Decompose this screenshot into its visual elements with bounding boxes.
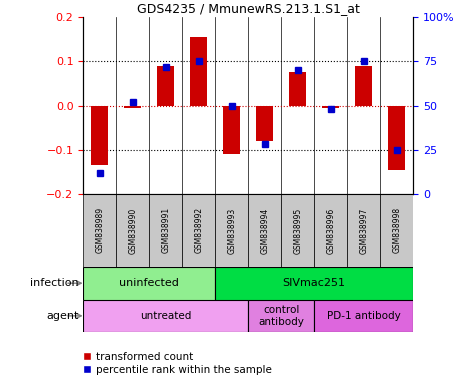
Bar — [182, 194, 215, 267]
Text: GSM838992: GSM838992 — [194, 207, 203, 253]
Bar — [91, 106, 108, 165]
Text: GSM838990: GSM838990 — [128, 207, 137, 253]
Title: GDS4235 / MmunewRS.213.1.S1_at: GDS4235 / MmunewRS.213.1.S1_at — [137, 2, 360, 15]
Text: agent: agent — [46, 311, 78, 321]
Bar — [149, 194, 182, 267]
Text: SIVmac251: SIVmac251 — [283, 278, 346, 288]
Legend: transformed count, percentile rank within the sample: transformed count, percentile rank withi… — [79, 348, 276, 379]
Text: GSM838996: GSM838996 — [326, 207, 335, 253]
Bar — [314, 194, 347, 267]
Bar — [223, 106, 240, 154]
Text: infection: infection — [30, 278, 78, 288]
Bar — [281, 194, 314, 267]
Bar — [248, 194, 281, 267]
Text: untreated: untreated — [140, 311, 191, 321]
Bar — [389, 106, 405, 170]
Text: GSM838991: GSM838991 — [161, 207, 170, 253]
Bar — [314, 300, 413, 332]
Text: PD-1 antibody: PD-1 antibody — [327, 311, 400, 321]
Bar — [215, 267, 413, 300]
Bar — [323, 106, 339, 108]
Bar — [190, 37, 207, 106]
Text: GSM838995: GSM838995 — [293, 207, 302, 253]
Bar — [215, 194, 248, 267]
Bar — [157, 66, 174, 106]
Bar — [347, 194, 380, 267]
Bar — [124, 106, 141, 108]
Text: control
antibody: control antibody — [258, 305, 304, 327]
Bar — [256, 106, 273, 141]
Bar — [355, 66, 372, 106]
Text: GSM838989: GSM838989 — [95, 207, 104, 253]
Bar — [83, 194, 116, 267]
Text: uninfected: uninfected — [119, 278, 179, 288]
Text: GSM838994: GSM838994 — [260, 207, 269, 253]
Bar — [83, 300, 248, 332]
Text: GSM838997: GSM838997 — [359, 207, 368, 253]
Bar — [380, 194, 413, 267]
Bar — [248, 300, 314, 332]
Text: GSM838998: GSM838998 — [392, 207, 401, 253]
Bar — [289, 73, 306, 106]
Bar — [83, 267, 215, 300]
Bar — [116, 194, 149, 267]
Text: GSM838993: GSM838993 — [227, 207, 236, 253]
